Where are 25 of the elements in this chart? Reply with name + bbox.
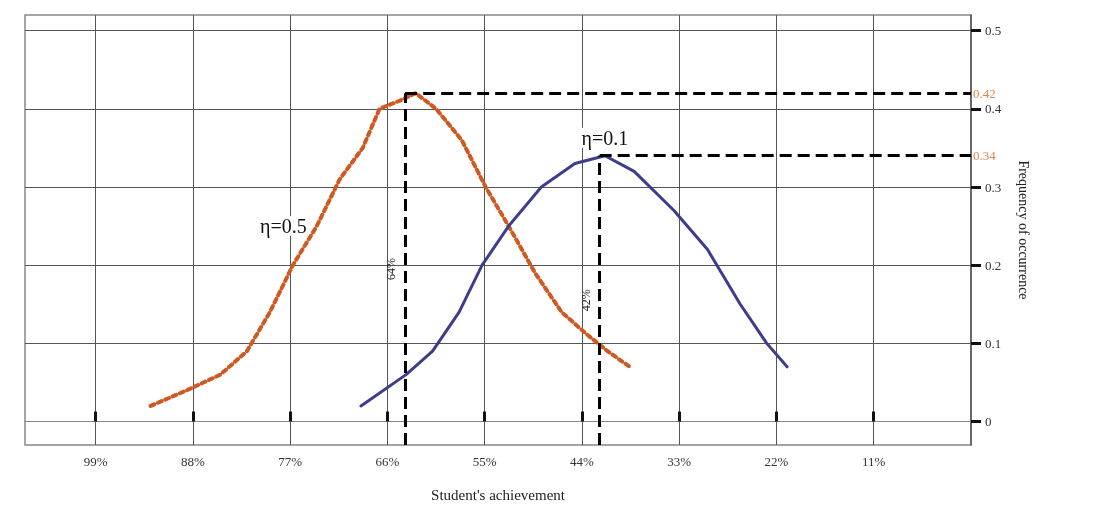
- x-tick-label: 22%: [764, 454, 789, 469]
- y-tick-label: 0.5: [985, 23, 1002, 39]
- ref-line-label: 0.34: [973, 148, 997, 164]
- x-tick-label: 66%: [375, 454, 400, 469]
- series-label: η=0.5: [260, 215, 307, 239]
- x-tick-label: 55%: [472, 454, 497, 469]
- x-tick-label: 11%: [862, 454, 886, 469]
- ref-line-label: 64%: [384, 258, 399, 281]
- x-tick-label: 88%: [181, 454, 206, 469]
- y-axis-title: Frequency of occurrence: [1015, 160, 1031, 300]
- x-tick-label: 44%: [570, 454, 595, 469]
- y-tick-label: 0.3: [985, 179, 1002, 195]
- y-tick-label: 0.4: [985, 101, 1002, 117]
- line-series: [359, 154, 789, 408]
- line-series: [148, 91, 632, 408]
- x-axis-title: Student's achievement: [431, 486, 566, 503]
- x-tick-label: 99%: [83, 454, 108, 469]
- y-tick-label: 0.1: [985, 335, 1002, 351]
- x-tick-label: 77%: [278, 454, 303, 469]
- x-tick-label: 33%: [667, 454, 692, 469]
- y-tick-label: 0.2: [985, 257, 1002, 273]
- ref-line-label: 42%: [578, 289, 593, 312]
- ref-line-label: 0.42: [973, 85, 996, 101]
- y-tick-label: 0: [985, 414, 992, 430]
- series-label: η=0.1: [581, 126, 629, 150]
